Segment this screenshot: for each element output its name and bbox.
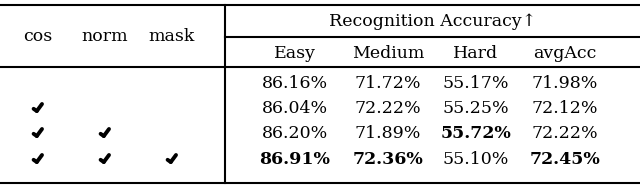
Text: 72.22%: 72.22% [532,125,598,142]
Text: norm: norm [82,27,128,45]
Text: 86.16%: 86.16% [262,74,328,91]
Text: 55.17%: 55.17% [443,74,509,91]
Text: 55.25%: 55.25% [443,99,509,117]
Text: 55.72%: 55.72% [440,125,511,142]
Text: 72.12%: 72.12% [532,99,598,117]
Text: 86.20%: 86.20% [262,125,328,142]
Text: 55.10%: 55.10% [443,151,509,168]
Text: 72.45%: 72.45% [530,151,600,168]
Text: 86.91%: 86.91% [260,151,330,168]
Text: Easy: Easy [274,45,316,62]
Text: Recognition Accuracy↑: Recognition Accuracy↑ [329,13,536,30]
Text: 71.72%: 71.72% [355,74,421,91]
Text: 72.36%: 72.36% [353,151,424,168]
Text: 72.22%: 72.22% [355,99,421,117]
Text: mask: mask [149,27,195,45]
Text: cos: cos [24,27,52,45]
Text: 71.98%: 71.98% [532,74,598,91]
Text: Hard: Hard [453,45,499,62]
Text: Medium: Medium [352,45,424,62]
Text: 86.04%: 86.04% [262,99,328,117]
Text: 71.89%: 71.89% [355,125,421,142]
Text: avgAcc: avgAcc [533,45,596,62]
